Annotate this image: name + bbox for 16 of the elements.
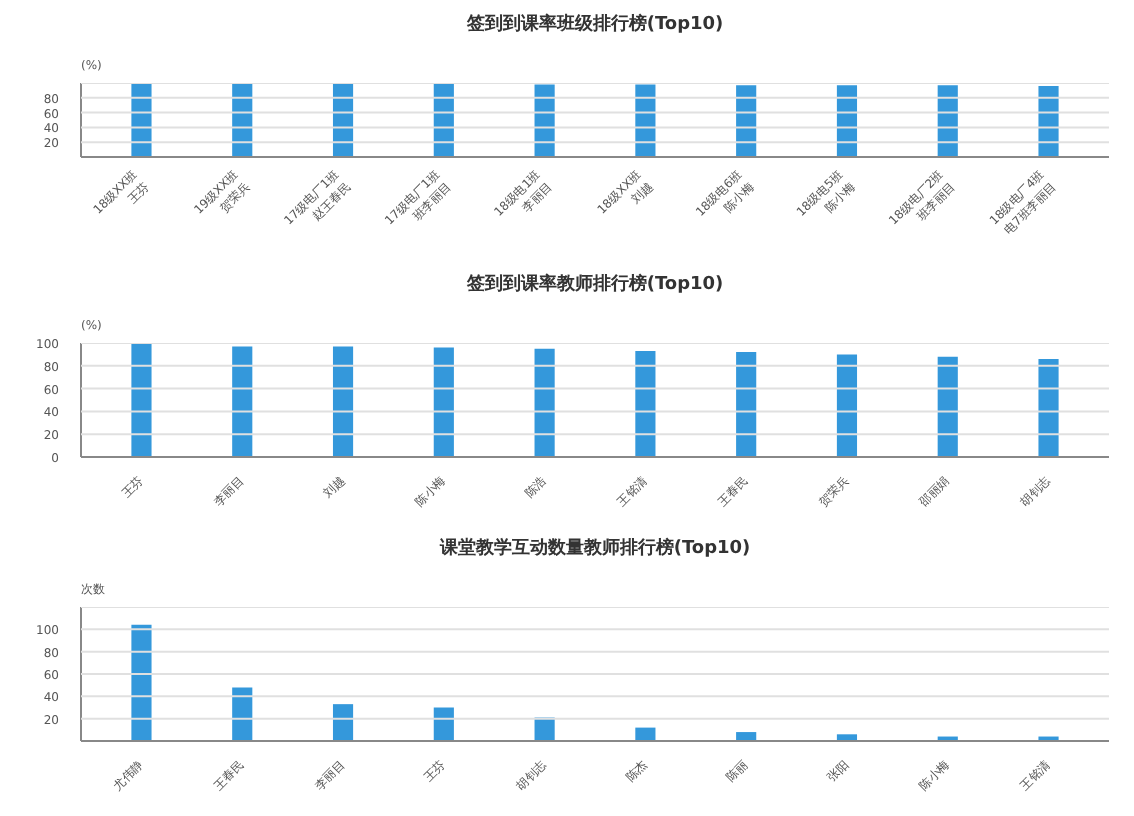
- bar: [131, 624, 152, 741]
- bar: [1038, 358, 1059, 457]
- bar: [332, 346, 354, 457]
- chart-title: 签到到课率教师排行榜(Top10): [464, 273, 724, 295]
- chart-title: 课堂教学互动数量教师排行榜(Top10): [437, 537, 751, 559]
- chart-title: 签到到课率班级排行榜(Top10): [464, 13, 724, 35]
- bar: [232, 346, 253, 457]
- bar: [937, 356, 958, 457]
- bar: [534, 348, 555, 457]
- bar: [736, 352, 757, 457]
- bar: [433, 347, 454, 457]
- bar: [131, 343, 152, 457]
- bar: [635, 350, 656, 457]
- bar: [332, 704, 354, 741]
- bar: [232, 687, 253, 741]
- bar: [836, 354, 858, 457]
